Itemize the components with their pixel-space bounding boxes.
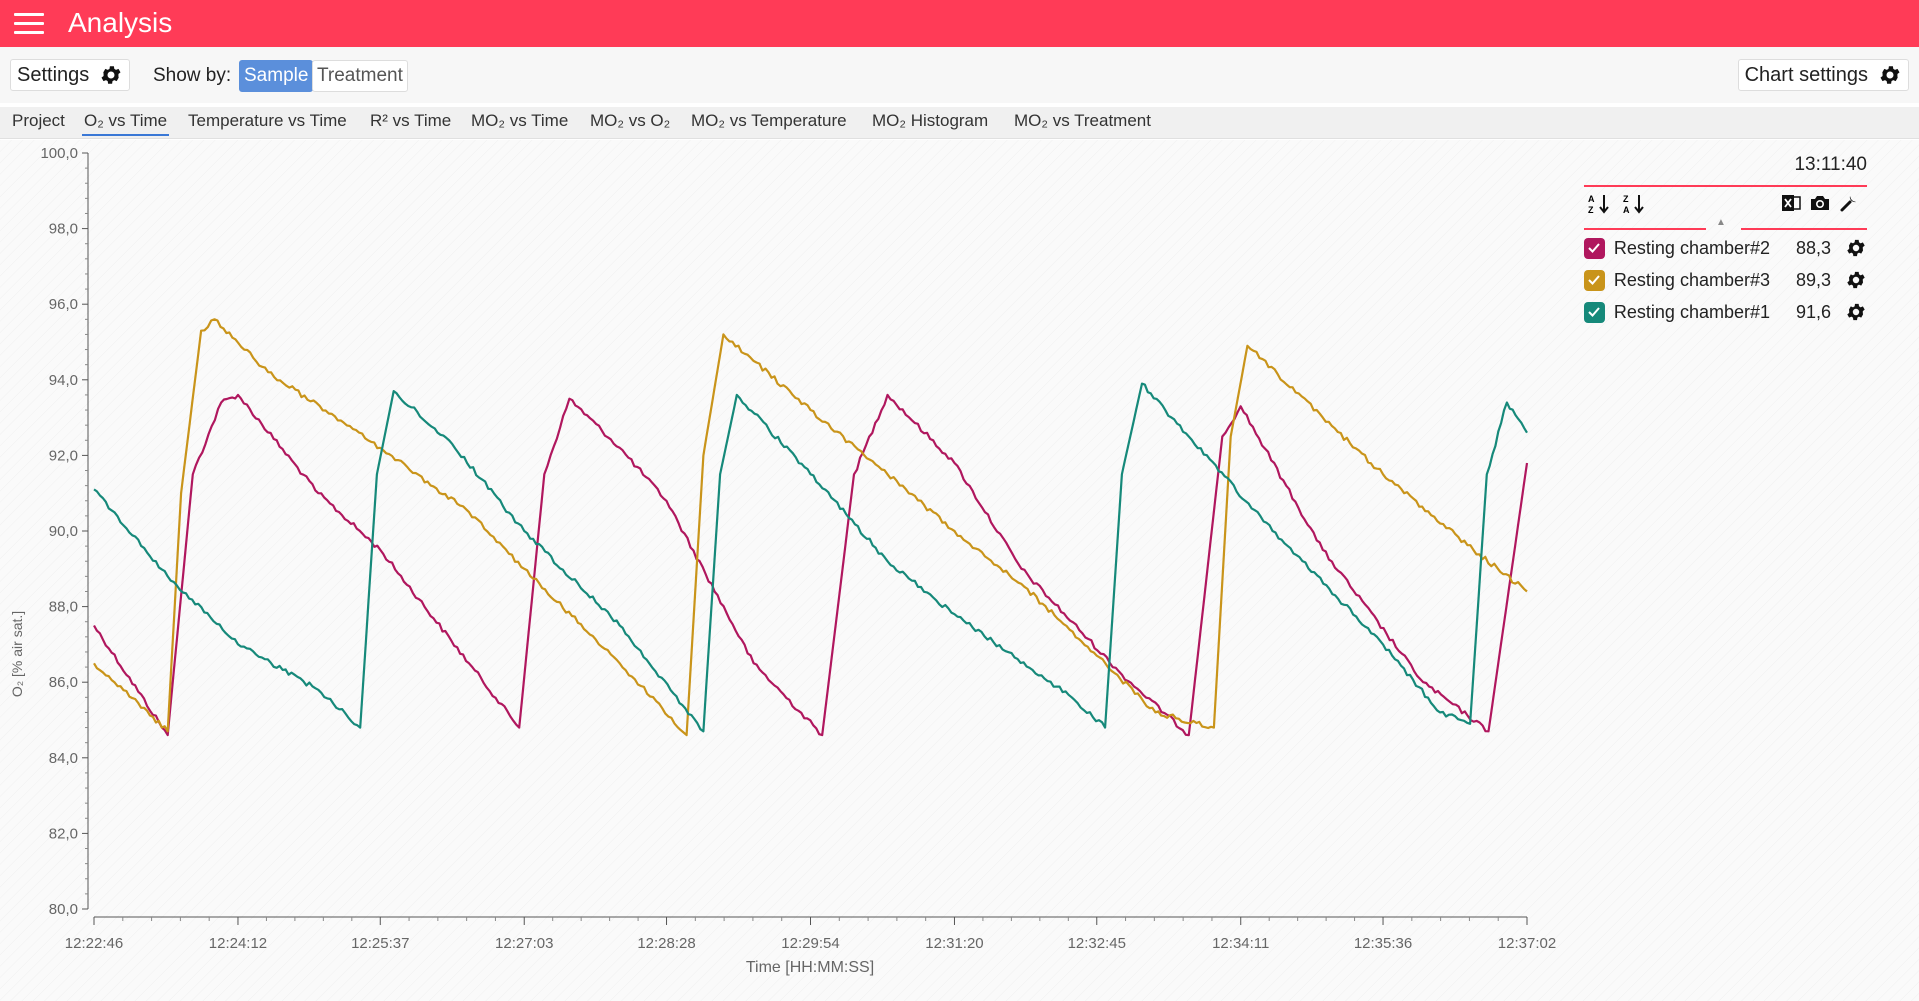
- legend-series-name: Resting chamber#2: [1613, 237, 1770, 258]
- legend-series-name: Resting chamber#1: [1613, 301, 1770, 322]
- app-title: Analysis: [68, 7, 173, 38]
- tab-mo2-vs-treatment[interactable]: MO₂ vs Treatment: [1014, 111, 1151, 130]
- chart-settings-button[interactable]: Chart settings: [1737, 59, 1909, 91]
- y-tick-label: 92,0: [49, 447, 78, 464]
- gear-icon[interactable]: [1845, 301, 1867, 323]
- y-tick-label: 82,0: [49, 825, 78, 842]
- series-line-1: [93, 393, 1529, 737]
- camera-icon[interactable]: [1809, 192, 1831, 218]
- y-tick-label: 80,0: [49, 901, 78, 918]
- svg-text:A: A: [1623, 205, 1630, 215]
- excel-icon[interactable]: [1780, 192, 1802, 218]
- y-tick-label: 90,0: [49, 523, 78, 540]
- show-by-label: Show by:: [153, 65, 232, 86]
- x-tick-label: 12:25:37: [351, 935, 409, 952]
- x-tick-label: 12:31:20: [925, 935, 983, 952]
- hamburger-menu-icon[interactable]: [14, 13, 44, 35]
- legend-divider: [1584, 228, 1706, 230]
- svg-text:A: A: [1588, 194, 1595, 204]
- legend-item: Resting chamber#3 89,3: [1584, 266, 1867, 294]
- series-checkbox[interactable]: [1584, 301, 1605, 323]
- show-by-treatment-toggle[interactable]: Treatment: [312, 60, 408, 92]
- legend-item: Resting chamber#1 91,6: [1584, 298, 1867, 326]
- legend-item: Resting chamber#2 88,3: [1584, 234, 1867, 262]
- svg-text:Z: Z: [1588, 205, 1594, 215]
- gear-icon: [99, 63, 123, 87]
- tab-r2-vs-time[interactable]: R² vs Time: [370, 111, 452, 130]
- tab-mo2-vs-o2[interactable]: MO₂ vs O₂: [590, 111, 671, 130]
- gear-icon[interactable]: [1845, 237, 1867, 259]
- y-axis-label: O₂ [% air sat.]: [9, 611, 25, 697]
- y-tick-label: 86,0: [49, 674, 78, 691]
- legend-series-value: 88,3: [1795, 237, 1831, 258]
- wrench-icon[interactable]: [1838, 192, 1860, 218]
- check-icon: [1588, 307, 1601, 317]
- x-tick-label: 12:27:03: [495, 935, 553, 952]
- tab-mo2-vs-time[interactable]: MO₂ vs Time: [471, 111, 569, 130]
- x-tick-label: 12:29:54: [781, 935, 839, 952]
- x-tick-label: 12:35:36: [1354, 935, 1412, 952]
- check-icon: [1588, 243, 1601, 253]
- x-tick-label: 12:24:12: [209, 935, 267, 952]
- series-checkbox[interactable]: [1584, 237, 1605, 259]
- legend-series-value: 89,3: [1795, 269, 1831, 290]
- app-header: Analysis: [0, 0, 1919, 47]
- tab-mo2-histogram[interactable]: MO₂ Histogram: [872, 111, 989, 130]
- tab-o2-vs-time[interactable]: O₂ vs Time: [82, 111, 170, 136]
- x-tick-label: 12:37:02: [1498, 935, 1556, 952]
- gear-icon[interactable]: [1845, 269, 1867, 291]
- tab-bar: Project O₂ vs Time Temperature vs Time R…: [0, 107, 1919, 139]
- collapse-caret-icon[interactable]: ▲: [1716, 217, 1726, 228]
- x-tick-label: 12:28:28: [637, 935, 695, 952]
- series-checkbox[interactable]: [1584, 269, 1605, 291]
- series-line-3: [93, 382, 1528, 733]
- legend-time: 13:11:40: [1794, 154, 1867, 175]
- legend-series-value: 91,6: [1795, 301, 1831, 322]
- svg-text:Z: Z: [1623, 194, 1629, 204]
- tab-mo2-vs-temperature[interactable]: MO₂ vs Temperature: [691, 111, 847, 130]
- y-tick-label: 98,0: [49, 221, 78, 238]
- check-icon: [1588, 275, 1601, 285]
- tab-project[interactable]: Project: [12, 111, 65, 130]
- x-tick-label: 12:34:11: [1212, 935, 1269, 952]
- x-tick-label: 12:22:46: [65, 935, 123, 952]
- y-tick-label: 88,0: [49, 599, 78, 616]
- settings-button[interactable]: Settings: [10, 59, 131, 91]
- legend-divider: [1584, 185, 1867, 187]
- show-by-sample-toggle[interactable]: Sample: [239, 60, 314, 92]
- x-tick-label: 12:32:45: [1068, 935, 1126, 952]
- chart-settings-label: Chart settings: [1744, 63, 1868, 86]
- y-tick-label: 100,0: [40, 145, 78, 162]
- y-tick-label: 94,0: [49, 372, 78, 389]
- settings-label: Settings: [17, 63, 90, 86]
- y-tick-label: 84,0: [49, 750, 78, 767]
- gear-icon: [1878, 63, 1902, 87]
- y-tick-label: 96,0: [49, 296, 78, 313]
- series-line-2: [93, 318, 1528, 737]
- tab-temperature-vs-time[interactable]: Temperature vs Time: [188, 111, 347, 130]
- legend-divider: [1741, 228, 1867, 230]
- toolbar: Settings Show by: Sample Treatment Chart…: [0, 47, 1919, 103]
- x-axis-label: Time [HH:MM:SS]: [746, 959, 874, 976]
- legend-series-name: Resting chamber#3: [1613, 269, 1770, 290]
